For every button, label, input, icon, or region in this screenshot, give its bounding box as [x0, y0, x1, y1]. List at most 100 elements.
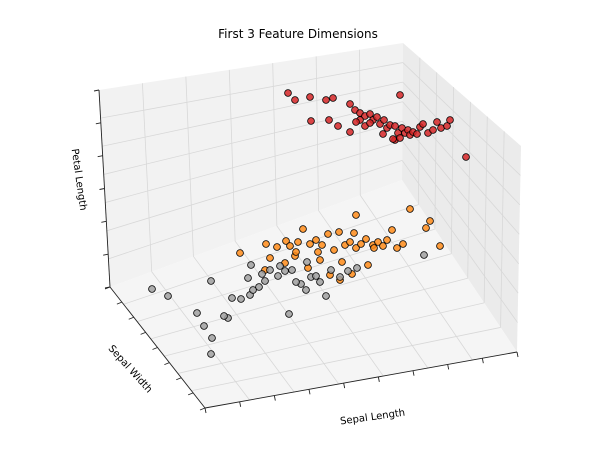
grid-line: [450, 87, 454, 254]
z-axis-tick: [93, 89, 100, 92]
data-point: [274, 272, 282, 280]
data-point: [374, 238, 382, 246]
y-axis-tick: [140, 331, 146, 335]
data-point: [322, 292, 330, 300]
data-point: [353, 264, 361, 272]
data-point: [294, 238, 302, 246]
data-point: [383, 236, 391, 244]
grid-line: [315, 56, 319, 211]
grid-line: [105, 120, 403, 203]
data-point: [207, 350, 215, 358]
data-point: [446, 116, 454, 124]
data-point: [379, 242, 387, 250]
grid-line: [102, 81, 403, 147]
x-axis-tick: [377, 376, 380, 382]
data-point: [316, 278, 324, 286]
data-point: [388, 226, 396, 234]
chart-title: First 3 Feature Dimensions: [218, 27, 378, 41]
data-point: [255, 283, 263, 291]
data-point: [396, 134, 404, 142]
grid-line: [467, 101, 471, 279]
data-point: [422, 224, 430, 232]
data-point: [208, 334, 216, 342]
data-point: [389, 135, 397, 143]
x-axis-tick: [273, 395, 276, 401]
axes-lines: [93, 89, 519, 414]
data-point: [327, 266, 335, 274]
data-point: [207, 277, 215, 285]
y-axis-tick: [176, 377, 182, 381]
data-point: [346, 128, 354, 136]
x-axis-tick: [343, 383, 346, 389]
x-axis-tick: [412, 370, 415, 376]
data-point: [362, 235, 370, 243]
data-point: [318, 241, 326, 249]
grid-line: [359, 195, 473, 361]
data-point: [312, 272, 320, 280]
data-point: [281, 267, 289, 275]
data-point: [307, 117, 315, 125]
data-point: [429, 126, 437, 134]
grid-line: [402, 62, 521, 176]
y-axis-label: Sepal Width: [106, 343, 154, 395]
data-point: [247, 261, 255, 269]
data-point: [373, 113, 381, 121]
x-axis-tick: [204, 407, 207, 414]
grid-line: [106, 140, 403, 232]
data-point: [433, 118, 441, 126]
y-axis-tick: [116, 301, 123, 305]
data-point: [338, 258, 346, 266]
grid-line: [177, 302, 485, 374]
grid-line: [142, 83, 153, 272]
data-point: [220, 312, 228, 320]
data-point: [258, 270, 266, 278]
data-point: [364, 261, 372, 269]
x-axis-tick: [481, 358, 484, 364]
grid-line: [434, 72, 438, 230]
data-point: [292, 278, 300, 286]
data-point: [193, 309, 201, 317]
grid-line: [402, 121, 520, 264]
grid-line: [500, 131, 505, 328]
data-point: [286, 242, 294, 250]
data-point: [346, 238, 354, 246]
data-point: [366, 110, 374, 118]
data-point: [352, 211, 360, 219]
grid-line: [318, 210, 429, 369]
data-point: [273, 243, 281, 251]
y-axis-tick: [164, 362, 170, 366]
z-axis-label: Petal Length: [69, 148, 89, 211]
data-point: [276, 262, 284, 270]
data-point: [244, 274, 252, 282]
data-point: [288, 266, 296, 274]
grid-line: [401, 140, 519, 294]
data-points: [148, 89, 470, 358]
data-point: [299, 225, 307, 233]
data-point: [391, 122, 399, 130]
data-point: [306, 93, 314, 101]
data-point: [266, 266, 274, 274]
pane-back-left: [99, 43, 403, 287]
data-point: [357, 240, 365, 248]
z-axis-tick: [103, 253, 109, 256]
data-point: [325, 116, 333, 124]
data-point: [352, 244, 360, 252]
data-point: [352, 118, 360, 126]
data-point: [335, 228, 343, 236]
grid-line: [401, 160, 518, 323]
data-point: [420, 251, 428, 259]
data-point: [462, 153, 470, 161]
data-point: [148, 285, 156, 293]
data-point: [346, 100, 354, 108]
data-point: [380, 116, 388, 124]
data-point: [322, 96, 330, 104]
data-point: [291, 96, 299, 104]
data-point: [261, 277, 269, 285]
data-point: [426, 217, 434, 225]
grid-line: [103, 101, 403, 175]
data-point: [443, 122, 451, 130]
grid-line: [185, 76, 194, 257]
data-point: [324, 230, 332, 238]
data-point: [344, 267, 352, 275]
